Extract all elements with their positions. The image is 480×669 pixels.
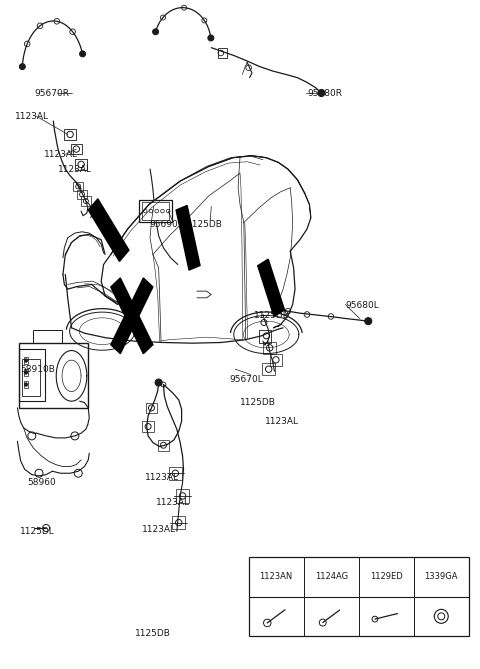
Text: 1124AG: 1124AG — [314, 573, 348, 581]
Circle shape — [318, 90, 325, 96]
Bar — [22, 359, 40, 396]
Bar — [270, 354, 282, 366]
Text: 1123AN: 1123AN — [260, 573, 293, 581]
Text: 95670L: 95670L — [229, 375, 263, 385]
Bar — [263, 363, 275, 375]
Text: 1123AL: 1123AL — [265, 417, 299, 425]
Bar — [24, 357, 28, 364]
Bar — [77, 190, 87, 199]
Circle shape — [24, 383, 28, 386]
Bar — [168, 466, 182, 480]
Text: 1339GA: 1339GA — [424, 573, 458, 581]
Text: 1123AL: 1123AL — [156, 498, 190, 507]
Text: 1125DL: 1125DL — [20, 527, 55, 536]
Text: 95680R: 95680R — [307, 88, 342, 98]
Circle shape — [365, 318, 372, 324]
Bar — [33, 330, 62, 343]
Text: 1123AL: 1123AL — [15, 112, 49, 121]
Text: 1123AL: 1123AL — [145, 474, 179, 482]
Bar — [71, 144, 82, 155]
Circle shape — [155, 379, 162, 386]
Polygon shape — [176, 205, 200, 270]
Text: 95690: 95690 — [149, 220, 178, 229]
Circle shape — [153, 29, 158, 35]
Text: 95680L: 95680L — [345, 301, 379, 310]
Bar — [24, 369, 28, 376]
Bar — [24, 381, 28, 388]
Text: 95670R: 95670R — [34, 88, 69, 98]
Text: 1123AL: 1123AL — [58, 165, 92, 173]
Text: 1123AL: 1123AL — [44, 150, 78, 159]
Text: 1125DB: 1125DB — [187, 220, 223, 229]
Bar — [249, 557, 469, 636]
Bar — [218, 48, 227, 58]
Bar — [259, 330, 271, 343]
Circle shape — [208, 35, 214, 41]
Polygon shape — [88, 199, 129, 262]
Circle shape — [24, 359, 28, 363]
Text: 1125DB: 1125DB — [240, 398, 276, 407]
Polygon shape — [111, 278, 153, 354]
Text: 58960: 58960 — [27, 478, 56, 487]
Text: 1129ED: 1129ED — [370, 573, 403, 581]
Bar — [176, 489, 189, 502]
Circle shape — [24, 371, 28, 375]
Text: 58910B: 58910B — [20, 365, 55, 374]
Polygon shape — [111, 278, 153, 354]
Text: 1123AL: 1123AL — [142, 524, 176, 534]
Bar — [264, 342, 276, 354]
Bar — [140, 200, 172, 222]
Circle shape — [19, 64, 25, 70]
Text: 1125DB: 1125DB — [135, 629, 170, 638]
Bar — [19, 343, 88, 408]
Polygon shape — [258, 259, 285, 316]
Bar — [64, 129, 76, 140]
Bar — [172, 516, 185, 529]
Bar — [73, 182, 83, 191]
Circle shape — [80, 51, 85, 57]
Text: 1125DB: 1125DB — [254, 311, 290, 320]
Bar — [143, 203, 169, 219]
Bar — [75, 159, 87, 170]
Bar — [19, 349, 45, 401]
Bar — [157, 440, 169, 450]
Bar — [81, 197, 91, 206]
Bar — [146, 403, 157, 413]
Bar — [143, 421, 154, 432]
